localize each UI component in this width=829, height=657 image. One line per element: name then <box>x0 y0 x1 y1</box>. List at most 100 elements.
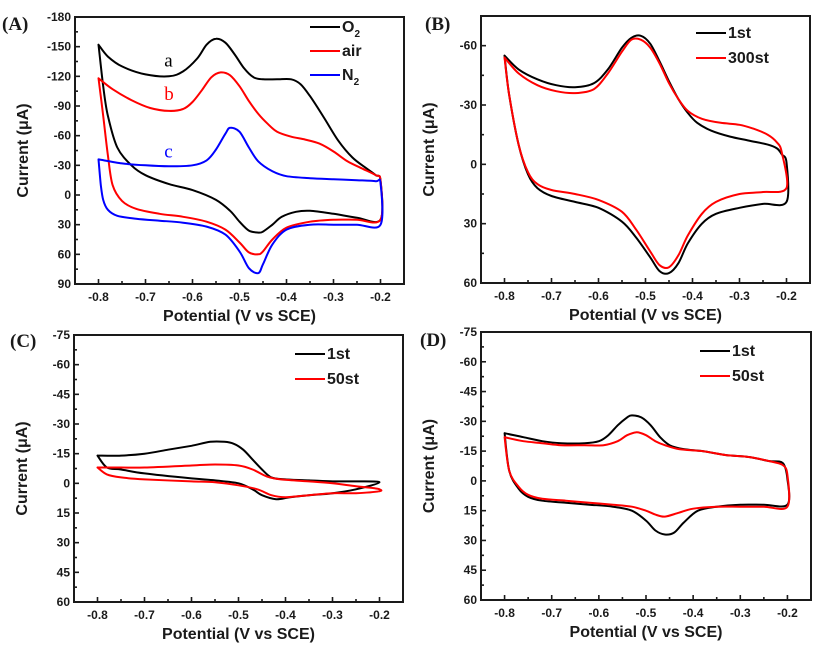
x-tick-label: -0.2 <box>776 289 797 303</box>
x-tick-label: -0.3 <box>323 290 344 304</box>
legend: 1st 300st <box>696 25 770 67</box>
x-tick-label: -0.7 <box>541 289 562 303</box>
legend-subscript: 2 <box>354 77 360 88</box>
x-tick-label: -0.7 <box>541 606 562 620</box>
series-o2-line <box>97 37 384 234</box>
x-axis-title: Potential (V vs SCE) <box>162 626 315 643</box>
x-tick-label: -0.7 <box>135 290 156 304</box>
y-axis-title: Current (μA) <box>421 102 438 196</box>
y-tick-label: -45 <box>460 385 478 399</box>
series-1st-line <box>503 414 791 536</box>
x-tick-label: -0.2 <box>777 606 798 620</box>
series-air-line <box>97 71 384 256</box>
y-tick-label: 15 <box>57 506 71 520</box>
x-tick-label: -0.2 <box>369 608 390 622</box>
y-tick-label: 0 <box>63 476 70 490</box>
legend-label: 1st <box>728 25 752 42</box>
y-tick-label: -90 <box>54 99 72 113</box>
legend-label: 50st <box>327 371 360 388</box>
legend: 1st 50st <box>295 346 360 388</box>
y-tick-label: -30 <box>53 417 71 431</box>
legend-label: 50st <box>732 368 765 385</box>
y-tick-label: -60 <box>53 358 71 372</box>
curve-annotation: b <box>164 84 174 105</box>
legend: 1st 50st <box>700 343 765 385</box>
series-1st-line <box>503 34 790 275</box>
y-tick-label: 15 <box>464 504 478 518</box>
series-n2-line <box>97 126 384 275</box>
y-axis-title: Current (μA) <box>14 421 31 515</box>
x-tick-label: -0.4 <box>275 608 296 622</box>
y-axis-title: Current (μA) <box>15 103 32 197</box>
x-tick-label: -0.6 <box>589 606 610 620</box>
series-300st-line <box>503 37 789 269</box>
panel-b: (B) -0.8 -0.7 -0.6 -0.5 -0.4 -0.3 -0.2 -60 -30 0 30… <box>421 14 811 324</box>
x-tick-label: -0.3 <box>730 606 751 620</box>
x-tick-label: -0.5 <box>635 289 656 303</box>
series-1st-line <box>96 440 381 501</box>
legend-label: N2 <box>342 67 360 88</box>
y-tick-label: -30 <box>460 414 478 428</box>
series-50st-line <box>503 431 791 518</box>
legend-label: 1st <box>327 346 351 363</box>
x-axis-title: Potential (V vs SCE) <box>569 307 722 324</box>
panel-label: (D) <box>420 330 446 351</box>
y-tick-label: 60 <box>58 247 72 261</box>
x-tick-label: -0.4 <box>276 290 297 304</box>
panel-d: (D) -0.8 -0.7 -0.6 -0.5 -0.4 -0.3 -0.2 -75 -60 -45… <box>420 325 812 641</box>
y-tick-label: 30 <box>464 533 478 547</box>
panel-label: (B) <box>425 14 450 35</box>
x-tick-label: -0.5 <box>228 608 249 622</box>
x-tick-label: -0.5 <box>229 290 250 304</box>
x-tick-label: -0.4 <box>683 606 704 620</box>
x-tick-label: -0.3 <box>729 289 750 303</box>
x-tick-label: -0.6 <box>588 289 609 303</box>
x-tick-label: -0.8 <box>494 606 515 620</box>
x-tick-label: -0.5 <box>636 606 657 620</box>
x-axis-title: Potential (V vs SCE) <box>163 308 316 325</box>
y-tick-label: -75 <box>53 328 71 342</box>
y-tick-label: 45 <box>57 565 71 579</box>
y-tick-label: 60 <box>464 593 478 607</box>
y-tick-label: -75 <box>460 325 478 339</box>
y-tick-label: 30 <box>57 536 71 550</box>
legend-label: O2 <box>342 19 360 40</box>
panel-a: (A) -0.8 -0.7 -0.6 -0.5 -0.4 -0.3 -0.2 -180 -150 -… <box>2 10 405 325</box>
x-tick-label: -0.4 <box>682 289 703 303</box>
legend-label: air <box>342 43 362 60</box>
y-tick-label: 90 <box>58 277 72 291</box>
x-tick-label: -0.8 <box>494 289 515 303</box>
x-axis-title: Potential (V vs SCE) <box>570 624 723 641</box>
x-tick-label: -0.7 <box>134 608 155 622</box>
legend-label: 1st <box>732 343 756 360</box>
y-tick-label: -30 <box>54 158 72 172</box>
y-tick-label: 30 <box>58 218 72 232</box>
y-axis-title: Current (μA) <box>421 419 438 513</box>
y-tick-label: 0 <box>64 188 71 202</box>
y-tick-label: 0 <box>470 474 477 488</box>
y-tick-label: -45 <box>53 387 71 401</box>
curve-annotation: a <box>164 50 173 71</box>
y-tick-label: 0 <box>470 157 477 171</box>
y-tick-label: 45 <box>464 563 478 577</box>
y-tick-label: -30 <box>460 98 478 112</box>
y-tick-label: -150 <box>47 40 71 54</box>
series-50st-line <box>96 463 383 499</box>
x-tick-label: -0.6 <box>182 290 203 304</box>
panel-label: (C) <box>10 331 36 352</box>
x-tick-label: -0.2 <box>370 290 391 304</box>
panel-label: (A) <box>2 14 28 35</box>
y-tick-label: 30 <box>464 217 478 231</box>
panel-c: (C) -0.8 -0.7 -0.6 -0.5 -0.4 -0.3 -0.2 -75 -60 -45… <box>10 328 404 643</box>
y-tick-label: 60 <box>57 595 71 609</box>
x-tick-label: -0.6 <box>181 608 202 622</box>
y-tick-label: -180 <box>47 10 71 24</box>
x-tick-label: -0.8 <box>88 290 109 304</box>
y-tick-label: -15 <box>460 444 478 458</box>
y-tick-label: -60 <box>460 355 478 369</box>
y-tick-label: -120 <box>47 69 71 83</box>
legend-subscript: 2 <box>354 29 360 40</box>
y-tick-label: 60 <box>464 276 478 290</box>
y-tick-label: -15 <box>53 447 71 461</box>
